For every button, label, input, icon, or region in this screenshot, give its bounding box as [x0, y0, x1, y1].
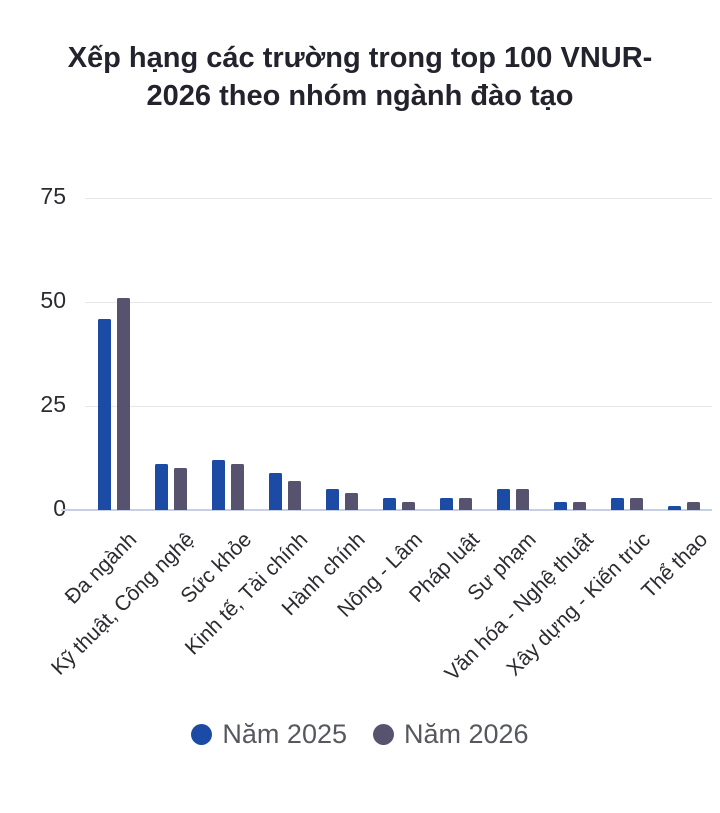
- bar-năm-2026: [230, 464, 244, 510]
- bar-năm-2025: [97, 318, 111, 510]
- y-tick-label-75: 75: [40, 183, 66, 209]
- bar-group: [439, 198, 472, 510]
- legend: Năm 2025 Năm 2026: [0, 716, 720, 752]
- plot-area: [61, 198, 712, 511]
- gridline-25: [85, 406, 712, 407]
- bar-năm-2026: [572, 501, 586, 510]
- bar-năm-2025: [211, 460, 225, 510]
- legend-dot-icon: [191, 723, 213, 745]
- bar-group: [382, 198, 415, 510]
- bar-năm-2025: [439, 497, 453, 510]
- bar-năm-2026: [401, 501, 415, 510]
- legend-label: Năm 2026: [404, 719, 529, 749]
- bar-năm-2026: [344, 493, 358, 510]
- legend-label: Năm 2025: [222, 719, 347, 749]
- y-tick-label-25: 25: [40, 391, 66, 417]
- bar-năm-2025: [553, 501, 567, 510]
- x-axis: Đa ngành Kỹ thuật, Công nghệ Sức khỏe Kinh …: [47, 510, 712, 710]
- bar-group: [553, 198, 586, 510]
- bar-group: [325, 198, 358, 510]
- bar-group: [154, 198, 187, 510]
- bar-năm-2025: [667, 505, 681, 510]
- bar-năm-2025: [610, 497, 624, 510]
- chart-title: Xếp hạng các trường trong top 100 VNUR- …: [0, 39, 720, 115]
- gridline-50: [85, 302, 712, 303]
- bar-năm-2026: [116, 297, 130, 510]
- bar-năm-2025: [325, 489, 339, 510]
- x-axis-baseline: [61, 509, 712, 511]
- bar-năm-2026: [686, 501, 700, 510]
- bar-group: [211, 198, 244, 510]
- bar-năm-2025: [268, 472, 282, 510]
- bar-group: [667, 198, 700, 510]
- bar-năm-2025: [382, 497, 396, 510]
- bar-group: [610, 198, 643, 510]
- bar-group: [268, 198, 301, 510]
- bar-group: [97, 198, 130, 510]
- bar-năm-2026: [458, 497, 472, 510]
- bar-năm-2025: [154, 464, 168, 510]
- gridline-75: [85, 198, 712, 199]
- legend-item-năm-2026[interactable]: Năm 2026: [373, 716, 529, 752]
- bar-năm-2026: [515, 489, 529, 510]
- y-axis: 0 25 50 75: [0, 184, 66, 520]
- bar-năm-2026: [287, 480, 301, 510]
- bar-group: [496, 198, 529, 510]
- chart-title-line-1: Xếp hạng các trường trong top 100 VNUR-: [67, 42, 653, 75]
- y-tick-label-0: 0: [53, 495, 66, 521]
- chart-title-line-2: 2026 theo nhóm ngành đào tạo: [146, 80, 574, 113]
- bar-năm-2025: [496, 489, 510, 510]
- bar-năm-2026: [173, 468, 187, 510]
- y-tick-label-50: 50: [40, 287, 66, 313]
- legend-dot-icon: [373, 723, 394, 745]
- bar-groups: [85, 198, 712, 510]
- bar-năm-2026: [629, 497, 643, 510]
- legend-item-năm-2025[interactable]: Năm 2025: [191, 716, 347, 752]
